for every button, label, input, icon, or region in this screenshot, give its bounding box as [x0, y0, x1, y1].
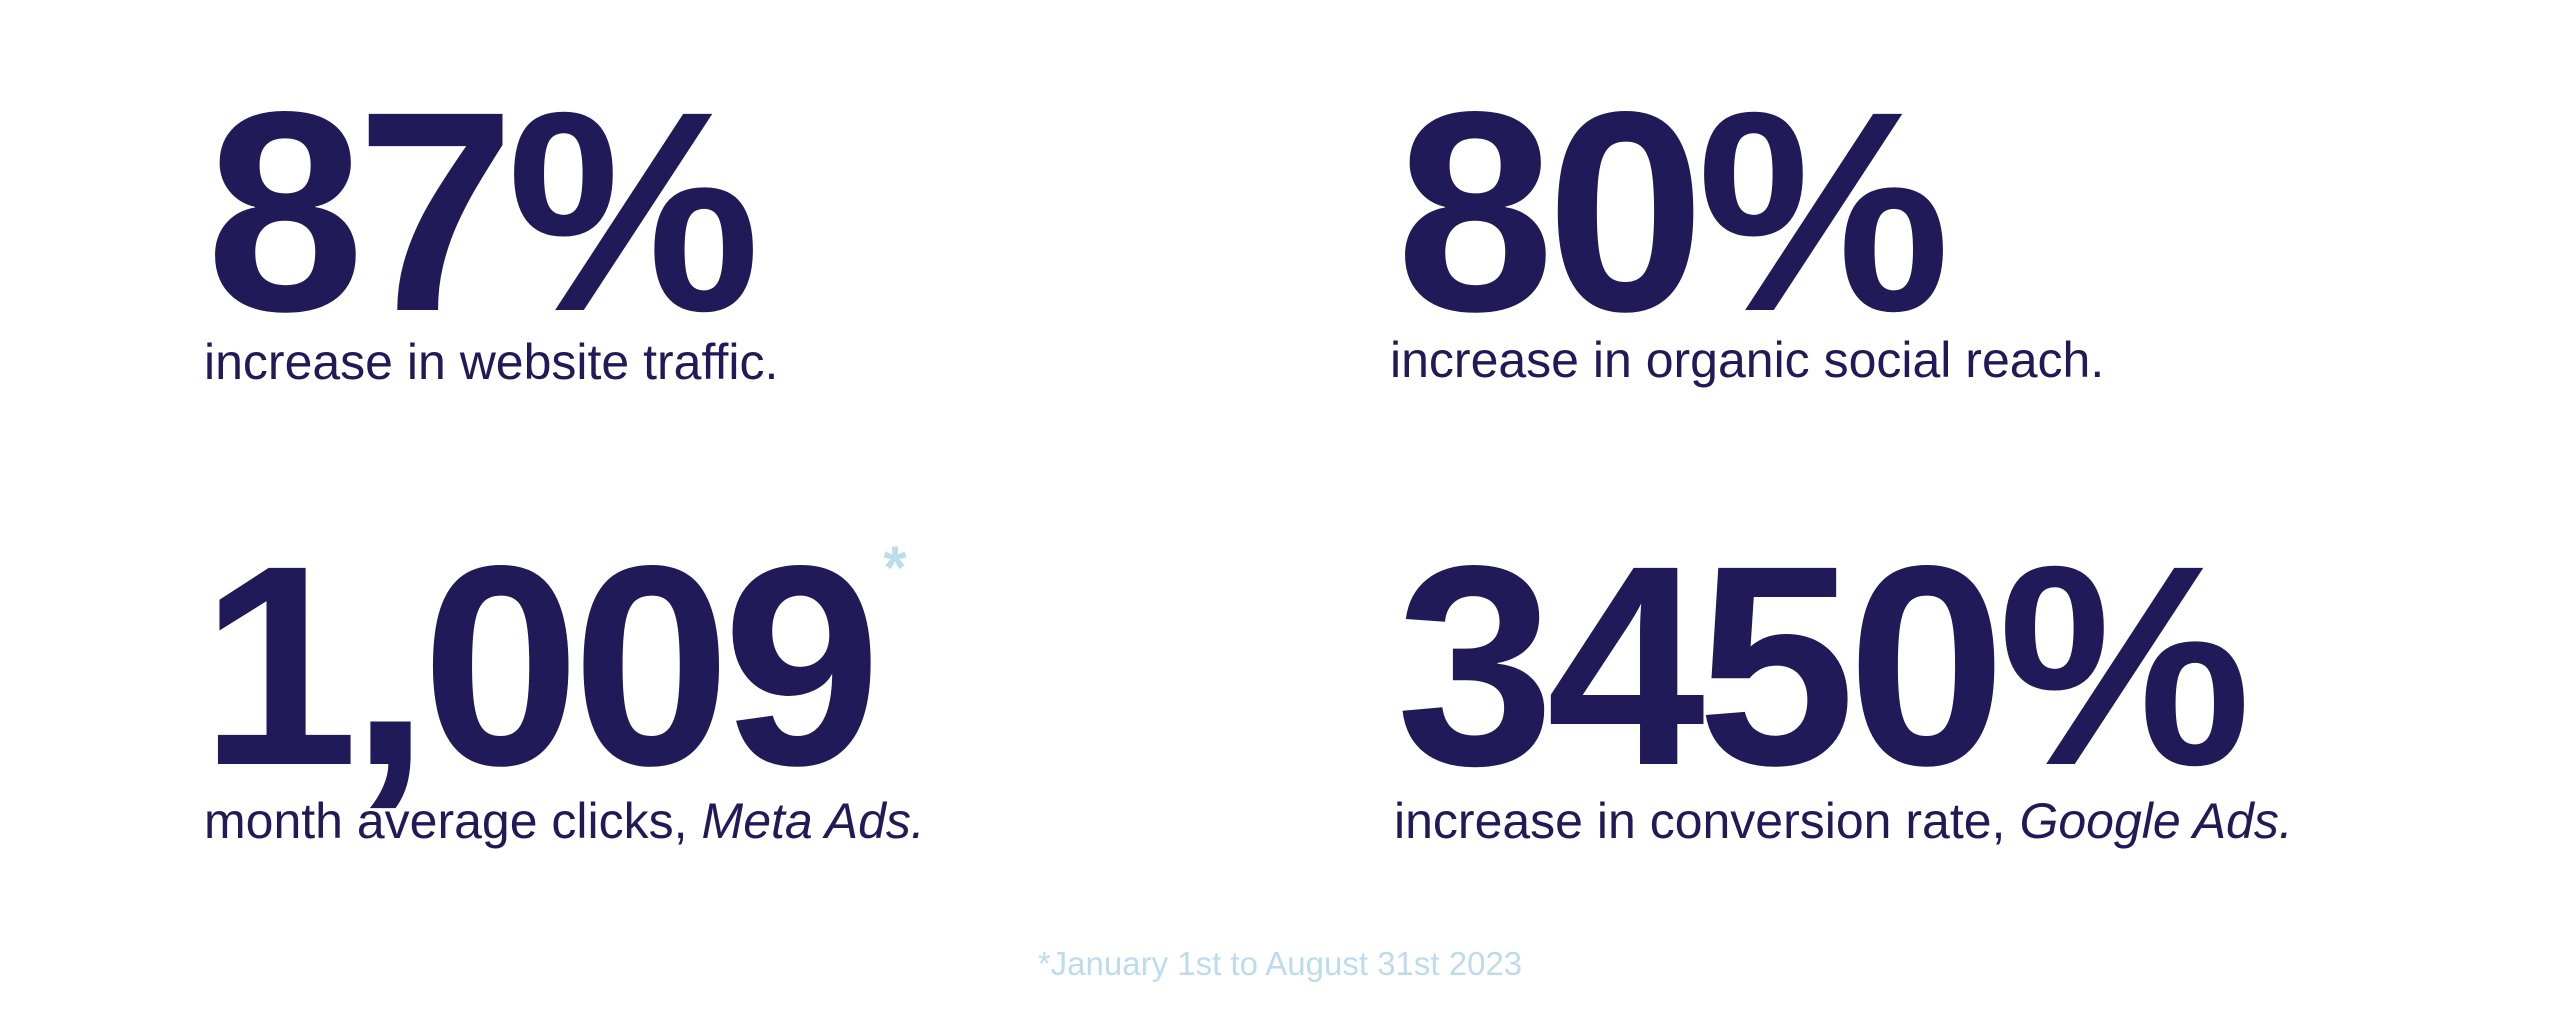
footnote: *January 1st to August 31st 2023	[1038, 945, 1522, 982]
stat-value: 80%	[1396, 53, 1946, 371]
footnote-marker: *	[883, 534, 907, 601]
stat-description: increase in organic social reach.	[1390, 332, 2104, 388]
stat-value: 3450%	[1396, 507, 2247, 825]
stat-emphasis: Meta Ads.	[702, 793, 925, 849]
stat-number: 1,009	[200, 507, 874, 825]
stat-description: increase in conversion rate, Google Ads.	[1394, 793, 2293, 849]
stat-description: increase in website traffic.	[204, 334, 778, 390]
stat-value: 1,009 *	[200, 507, 907, 825]
stat-text: month average clicks,	[204, 793, 688, 849]
stat-description: month average clicks, Meta Ads.	[204, 793, 925, 849]
stat-value: 87%	[206, 53, 756, 371]
stat-text: increase in conversion rate,	[1394, 793, 2005, 849]
stat-emphasis: Google Ads.	[2019, 793, 2292, 849]
